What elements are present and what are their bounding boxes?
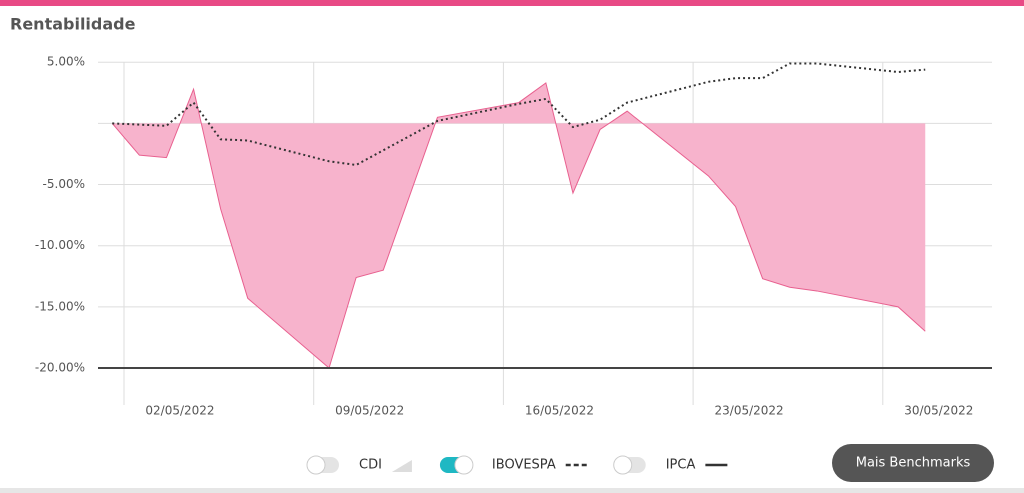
area-fill: [112, 83, 926, 369]
benchmark-line: [112, 62, 926, 167]
x-tick-label: 02/05/2022: [145, 404, 214, 418]
legend-icon: [391, 460, 412, 472]
y-tick-label: -10.00%: [35, 238, 85, 252]
x-tick-label: 23/05/2022: [715, 404, 784, 418]
y-tick-label: -15.00%: [35, 299, 85, 313]
legend-label[interactable]: IPCA: [666, 458, 696, 473]
more-button-label[interactable]: Mais Benchmarks: [856, 456, 971, 471]
toggle-knob[interactable]: [306, 455, 326, 475]
x-tick-label: 30/05/2022: [904, 404, 973, 418]
area-line: [111, 82, 926, 369]
x-tick-label: 09/05/2022: [335, 404, 404, 418]
toggle-knob[interactable]: [454, 455, 474, 475]
legend-label[interactable]: CDI: [359, 458, 382, 473]
y-tick-label: -20.00%: [35, 361, 85, 375]
toggle-knob[interactable]: [613, 455, 633, 475]
y-tick-label: 5.00%: [47, 55, 85, 69]
top-bar: [0, 0, 1024, 6]
x-tick-label: 16/05/2022: [525, 404, 594, 418]
y-tick-label: -5.00%: [43, 177, 85, 191]
legend-label[interactable]: IBOVESPA: [492, 458, 556, 473]
more-button[interactable]: [832, 444, 994, 482]
bottom-border: [0, 488, 1024, 493]
chart-title: Rentabilidade: [10, 15, 136, 34]
